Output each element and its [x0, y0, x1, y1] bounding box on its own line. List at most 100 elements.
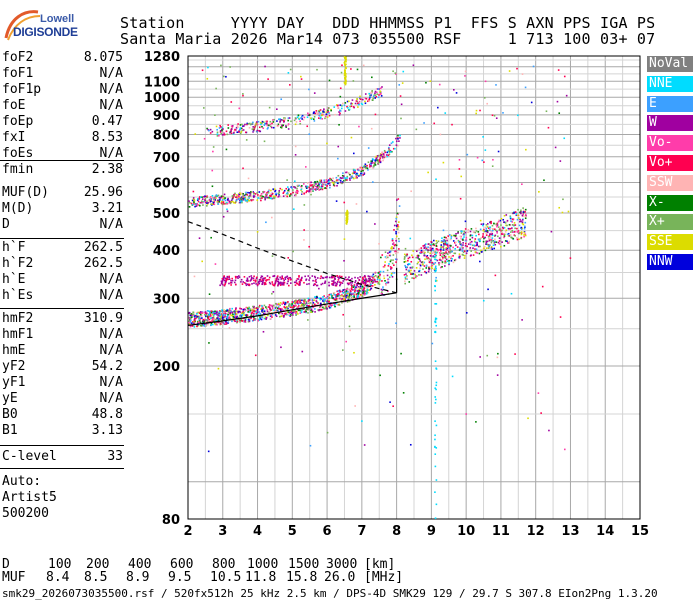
echo-point	[524, 217, 527, 220]
echo-point	[289, 278, 292, 281]
echo-point	[372, 276, 374, 279]
echo-point	[214, 318, 216, 320]
echo-point	[276, 277, 278, 280]
echo-point	[347, 278, 349, 281]
echo-point	[238, 310, 241, 313]
echo-point	[193, 203, 195, 205]
echo-point	[264, 312, 266, 315]
echo-point	[263, 191, 266, 193]
echo-point	[314, 296, 316, 298]
echo-point	[236, 275, 239, 278]
echo-point	[353, 351, 355, 354]
echo-point	[434, 331, 436, 333]
echo-point	[367, 286, 370, 289]
echo-point	[315, 297, 317, 300]
echo-point	[216, 200, 219, 202]
param-row: fxI 8.53	[2, 130, 123, 146]
echo-point	[221, 318, 223, 321]
echo-point	[239, 321, 241, 323]
echo-point	[194, 205, 196, 208]
echo-point	[368, 289, 371, 292]
echo-point	[413, 277, 415, 280]
echo-point	[516, 230, 519, 233]
echo-point	[435, 424, 438, 427]
echo-point	[370, 94, 372, 97]
echo-point	[354, 171, 356, 174]
echo-point	[304, 310, 307, 313]
echo-point	[327, 296, 330, 299]
param-row: yE N/A	[2, 391, 123, 407]
param-label: hmF2	[2, 311, 34, 326]
echo-point	[524, 233, 527, 236]
echo-point	[211, 194, 214, 197]
echo-point	[458, 249, 461, 251]
echo-point	[379, 274, 381, 276]
echo-point	[292, 305, 295, 307]
echo-point	[300, 279, 303, 282]
echo-point	[292, 300, 295, 303]
echo-point	[244, 199, 247, 202]
echo-point	[263, 304, 266, 307]
echo-point	[303, 300, 305, 302]
echo-point	[243, 198, 245, 201]
echo-point	[240, 308, 243, 310]
echo-point	[253, 128, 256, 130]
echo-point	[438, 83, 441, 86]
echo-point	[359, 98, 362, 101]
echo-point	[385, 282, 387, 285]
echo-point	[279, 282, 281, 284]
param-row: foF1p N/A	[2, 82, 123, 98]
echo-point	[298, 301, 300, 304]
echo-point	[216, 318, 218, 321]
echo-point	[419, 260, 421, 262]
echo-point	[217, 321, 219, 324]
param-value: 8.075	[83, 50, 123, 65]
echo-point	[290, 313, 293, 315]
echo-point	[327, 111, 330, 113]
echo-point	[306, 112, 309, 115]
echo-point	[338, 289, 341, 292]
echo-point	[421, 261, 424, 263]
echo-point	[486, 231, 489, 234]
echo-point	[197, 317, 200, 319]
echo-point	[374, 160, 377, 162]
echo-point	[288, 314, 291, 316]
echo-point	[286, 282, 289, 285]
echo-point	[195, 203, 197, 206]
echo-point	[273, 188, 276, 190]
echo-point	[269, 308, 271, 310]
echo-point	[309, 302, 312, 304]
echo-point	[216, 131, 219, 134]
echo-point	[279, 281, 282, 284]
echo-point	[324, 117, 326, 120]
echo-point	[358, 100, 361, 103]
echo-point	[374, 90, 377, 93]
echo-point	[296, 300, 299, 302]
echo-point	[346, 179, 348, 181]
echo-point	[291, 187, 293, 189]
echo-point	[299, 120, 301, 123]
echo-point	[388, 254, 391, 257]
echo-point	[218, 200, 221, 203]
echo-point	[188, 206, 191, 208]
param-value: N/A	[99, 146, 123, 161]
echo-point	[256, 308, 259, 311]
echo-point	[237, 316, 240, 319]
echo-point	[343, 56, 346, 58]
echo-point	[375, 155, 378, 158]
echo-point	[394, 147, 396, 150]
echo-point	[462, 237, 464, 240]
echo-point	[287, 72, 290, 74]
echo-point	[272, 188, 275, 190]
echo-point	[291, 301, 294, 303]
echo-point	[516, 218, 519, 221]
echo-point	[242, 193, 244, 195]
echo-point	[347, 292, 350, 294]
echo-point	[337, 145, 340, 148]
echo-point	[284, 308, 287, 310]
echo-point	[403, 261, 406, 263]
echo-point	[207, 323, 209, 326]
echo-point	[209, 315, 212, 317]
echo-point	[367, 289, 369, 291]
echo-point	[427, 270, 430, 273]
